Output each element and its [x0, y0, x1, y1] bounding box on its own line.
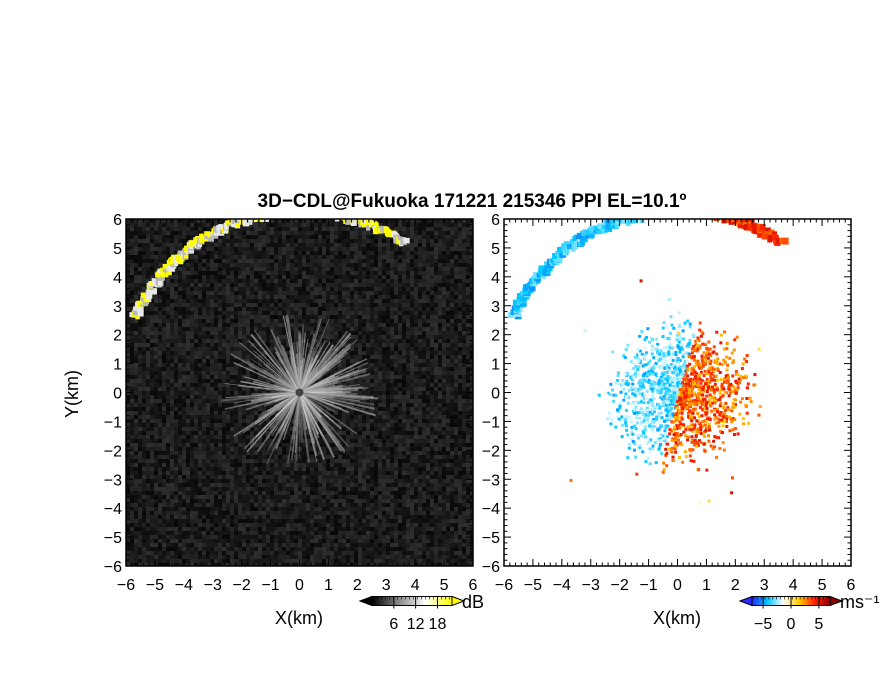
y-tick-label: 0: [113, 386, 122, 403]
velocity-colorbar: −5 0 5: [738, 595, 844, 633]
x-tick-label: 2: [731, 577, 740, 594]
y-tick-label: −3: [482, 472, 500, 489]
x-tick-label: −3: [582, 577, 600, 594]
x-tick-label: 4: [411, 577, 420, 594]
x-tick-label: −2: [233, 577, 251, 594]
x-tick-label: −1: [261, 577, 279, 594]
colorbar-tick-label: 0: [787, 616, 796, 633]
y-tick-label: 1: [113, 357, 122, 374]
y-tick-label: −3: [104, 472, 122, 489]
y-tick-label: 3: [113, 299, 122, 316]
x-tick-label: −5: [146, 577, 164, 594]
y-tick-label: −1: [104, 414, 122, 431]
x-tick-label: −4: [553, 577, 571, 594]
y-tick-label: −6: [482, 559, 500, 576]
y-tick-label: −6: [104, 559, 122, 576]
x-tick-label: −6: [117, 577, 135, 594]
y-tick-label: −4: [104, 501, 122, 518]
x-tick-label: 0: [295, 577, 304, 594]
y-tick-label: 2: [491, 328, 500, 345]
colorbar-tick-label: 18: [429, 616, 447, 633]
x-tick-label: 4: [789, 577, 798, 594]
y-tick-label: 5: [113, 241, 122, 258]
left-y-axis-title: Y(km): [62, 370, 82, 418]
snr-colorbar: 6 12 18: [358, 595, 466, 633]
snr-colorbar-unit: dB: [462, 592, 484, 612]
x-tick-label: 3: [760, 577, 769, 594]
y-tick-label: −4: [482, 501, 500, 518]
right-x-axis-title: X(km): [653, 608, 701, 628]
x-tick-label: −3: [204, 577, 222, 594]
cloud-base-arc-west: [507, 219, 658, 320]
x-tick-label: 3: [382, 577, 391, 594]
near-range-wind-field: [597, 311, 762, 474]
x-tick-label: 6: [469, 577, 478, 594]
x-tick-label: 6: [847, 577, 856, 594]
y-tick-label: 1: [491, 357, 500, 374]
x-tick-label: −4: [175, 577, 193, 594]
y-tick-label: −2: [482, 443, 500, 460]
colorbar-low-arrow: [358, 595, 373, 607]
colorbar-low-arrow: [738, 595, 753, 607]
x-tick-label: 5: [818, 577, 827, 594]
y-tick-label: 4: [491, 270, 500, 287]
colorbar-tick-label: 5: [814, 616, 823, 633]
y-tick-label: 2: [113, 328, 122, 345]
axis-ticks: [125, 219, 473, 567]
y-tick-label: 5: [491, 241, 500, 258]
x-tick-label: 0: [673, 577, 682, 594]
y-tick-label: −5: [482, 530, 500, 547]
y-tick-label: −5: [104, 530, 122, 547]
x-tick-label: 1: [324, 577, 333, 594]
x-tick-label: −5: [524, 577, 542, 594]
velocity-colorbar-unit: ms⁻¹: [840, 592, 880, 612]
y-tick-label: 3: [491, 299, 500, 316]
y-tick-label: 6: [113, 212, 122, 229]
x-tick-label: −6: [495, 577, 513, 594]
colorbar-gradient: [371, 596, 453, 606]
colorbar-tick-label: 6: [389, 616, 398, 633]
near-range-echo: [221, 314, 379, 465]
colorbar-tick-label: −5: [754, 616, 772, 633]
lidar-center-dot: [295, 388, 304, 397]
x-tick-label: 5: [440, 577, 449, 594]
left-x-axis-title: X(km): [275, 608, 323, 628]
stray-points: [569, 279, 761, 505]
y-tick-label: −2: [104, 443, 122, 460]
velocity-panel: −6 −5 −4 −3 −2 −1 0 1 2 3 4 5 6 −6 −5 −4 −3 −2 −1 0 1 2 3 4 5 6: [482, 212, 856, 594]
y-tick-label: −1: [482, 414, 500, 431]
colorbar-tick-label: 12: [407, 616, 425, 633]
x-tick-label: −1: [639, 577, 657, 594]
colorbar-high-arrow: [451, 595, 466, 607]
snr-panel: −6 −5 −4 −3 −2 −1 0 1 2 3 4 5 6 −6 −5 −4 −3 −2 −1 0 1 2 3 4 5 6: [104, 212, 478, 594]
x-tick-label: −2: [611, 577, 629, 594]
axis-ticks: [503, 219, 851, 567]
y-tick-label: 4: [113, 270, 122, 287]
x-tick-label: 1: [702, 577, 711, 594]
chart-title: 3D−CDL@Fukuoka 171221 215346 PPI EL=10.1…: [258, 191, 687, 212]
x-tick-label: 2: [353, 577, 362, 594]
y-tick-label: 6: [491, 212, 500, 229]
colorbar-high-arrow: [829, 595, 844, 607]
y-tick-label: 0: [491, 386, 500, 403]
cloud-base-arc-east: [706, 219, 789, 246]
